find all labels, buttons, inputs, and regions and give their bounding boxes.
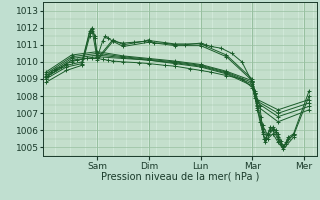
X-axis label: Pression niveau de la mer( hPa ): Pression niveau de la mer( hPa ) — [101, 172, 259, 182]
